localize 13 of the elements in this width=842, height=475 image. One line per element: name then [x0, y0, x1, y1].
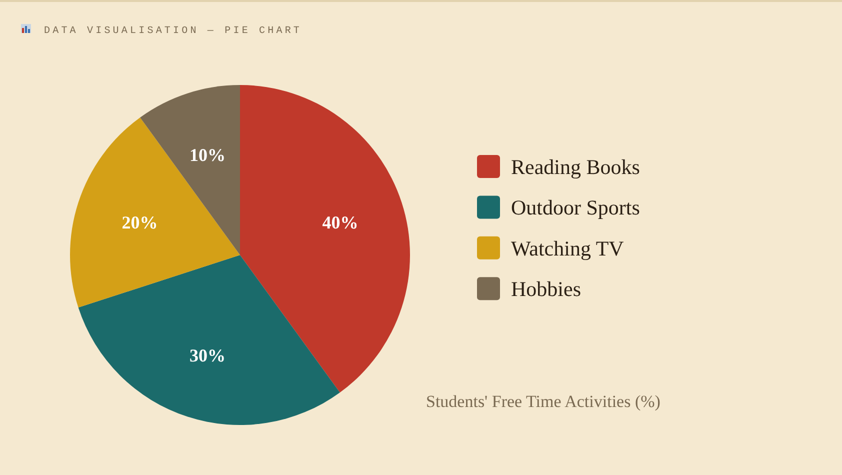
legend-label: Outdoor Sports	[511, 196, 640, 220]
legend-label: Hobbies	[511, 276, 581, 301]
pie-slice	[78, 255, 340, 425]
pie-slice	[70, 117, 240, 308]
data-label: 20%	[122, 212, 158, 233]
text: DATA VISUALISATION — PIE CHART	[44, 26, 302, 37]
text: Students' Free Time Activities (%)	[426, 392, 660, 411]
data-label: 30%	[189, 346, 226, 366]
pie-slice	[240, 85, 410, 393]
legend-label: Watching TV	[511, 236, 624, 260]
data-label: 10%	[189, 145, 226, 166]
legend-label: Reading Books	[511, 154, 640, 179]
data-label: 40%	[322, 212, 358, 233]
